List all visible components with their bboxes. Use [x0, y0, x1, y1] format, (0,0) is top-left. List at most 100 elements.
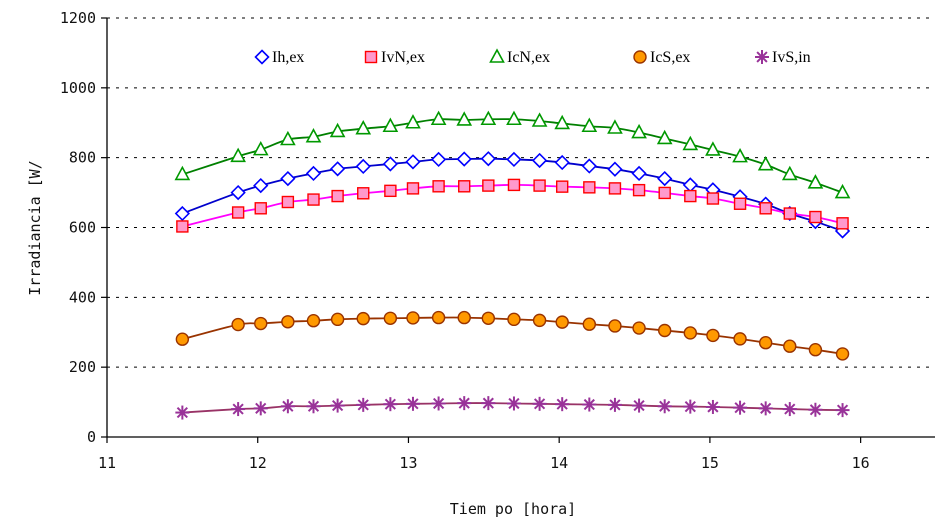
x-tick-label: 13 [399, 454, 417, 472]
legend-marker [755, 50, 769, 64]
data-point [733, 197, 747, 210]
x-tick-label: 16 [852, 454, 870, 472]
data-point [482, 179, 495, 192]
data-point [759, 202, 772, 215]
data-point [733, 400, 748, 415]
data-point [355, 158, 371, 175]
data-point [456, 151, 472, 167]
data-point [631, 165, 647, 182]
x-tick-label: 15 [701, 454, 719, 472]
data-point [384, 184, 397, 198]
data-point [355, 120, 372, 135]
data-point [306, 314, 321, 328]
data-point [383, 397, 398, 412]
data-point [656, 129, 673, 145]
data-point [174, 165, 191, 181]
legend-label: IvN,ex [381, 49, 425, 66]
series-ivn-ex [176, 178, 849, 233]
data-point [631, 123, 647, 139]
data-point [706, 192, 720, 205]
data-point [533, 179, 546, 192]
data-point [305, 165, 322, 182]
data-point [507, 312, 521, 327]
y-tick-label: 0 [87, 428, 96, 446]
data-point [481, 311, 496, 325]
y-tick-label: 200 [69, 358, 96, 376]
legend-marker [254, 49, 270, 65]
data-point [230, 147, 246, 163]
data-point [431, 396, 446, 411]
data-point [555, 180, 569, 193]
y-axis-label: Irradiancia [W/ [26, 160, 44, 295]
data-point [554, 114, 571, 130]
data-point [531, 112, 548, 127]
data-point [783, 339, 797, 353]
data-point [607, 119, 623, 134]
data-point [532, 313, 547, 328]
data-point [554, 154, 570, 171]
data-point [807, 174, 824, 189]
data-point [280, 130, 296, 146]
legend-label: Ih,ex [272, 49, 304, 66]
data-point [835, 403, 850, 418]
data-point [456, 111, 473, 126]
legend-item: IcN,ex [489, 48, 550, 66]
data-point [657, 323, 672, 338]
data-point [306, 399, 321, 414]
data-point [657, 399, 672, 414]
data-point [783, 207, 796, 220]
data-point [808, 402, 823, 417]
data-point [405, 154, 421, 170]
legend-item: IvN,ex [364, 49, 425, 66]
grid-lines [107, 17, 935, 368]
data-point [253, 177, 269, 194]
data-point [481, 396, 496, 411]
data-point [230, 184, 246, 201]
data-point [632, 398, 647, 413]
data-point [835, 347, 850, 361]
data-point [330, 312, 345, 327]
data-point [253, 401, 268, 416]
legend: Ih,ex IvN,ex IcN,ex IcS,ex IvS,in [254, 48, 811, 66]
data-point [706, 328, 720, 343]
data-point [406, 311, 420, 325]
data-point [175, 405, 190, 420]
data-point [280, 399, 295, 414]
data-point [329, 122, 346, 138]
axes [101, 17, 935, 443]
legend-marker [489, 48, 505, 63]
legend-marker [633, 50, 647, 64]
data-point [531, 152, 548, 169]
data-point [608, 319, 622, 333]
series-group [174, 110, 851, 420]
data-point [280, 170, 296, 187]
data-point [683, 326, 698, 340]
data-point [582, 397, 597, 412]
data-point [457, 310, 471, 325]
data-point [176, 220, 189, 233]
data-point [231, 206, 245, 219]
data-point [507, 178, 521, 192]
x-tick-label: 11 [98, 454, 116, 472]
data-point [607, 161, 623, 177]
data-point [307, 193, 320, 206]
series-icn-ex [174, 110, 851, 199]
tick-labels: 0 200 400 600 800 1000 1200 11 12 13 14 15 16 [60, 9, 870, 472]
data-point [382, 117, 399, 133]
series-ivs-in [175, 396, 850, 420]
data-point [555, 315, 569, 329]
data-point [732, 147, 748, 163]
data-point [632, 321, 646, 335]
data-point [781, 165, 798, 181]
data-point [431, 310, 446, 325]
data-point [382, 156, 398, 172]
data-point [405, 114, 421, 129]
data-point [608, 182, 622, 195]
data-point [657, 170, 673, 187]
data-point [757, 155, 774, 171]
legend-label: IvS,in [772, 49, 811, 66]
data-point [231, 317, 245, 332]
data-point [357, 187, 370, 200]
data-point [254, 202, 267, 215]
